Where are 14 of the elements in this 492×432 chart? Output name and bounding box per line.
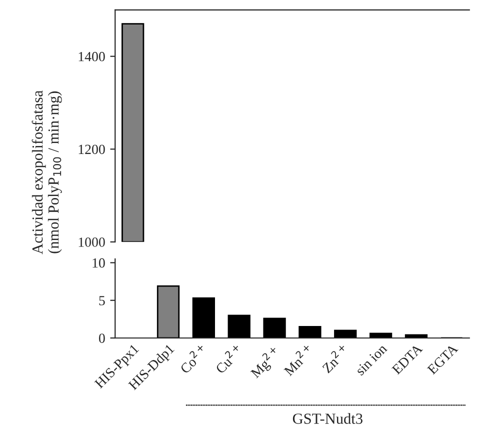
x-tick-label: Cu$^{2+}$ [212,343,244,374]
y-tick-label: 1200 [78,144,105,154]
y-tick-label: 10 [92,258,105,268]
y-tick-label: 1000 [78,238,105,247]
y-tick-label: 1400 [78,52,105,62]
y-tick-label: 5 [99,296,105,306]
x-tick-label: Co$^{2+}$ [177,343,208,374]
text: GST-Nudt3 [292,413,362,424]
x-tick-label: Mg$^{2+}$ [248,345,284,380]
y-tick-label: 0 [98,334,105,343]
x-tick-label: sin ion [355,343,388,376]
x-tick-label: Zn$^{2+}$ [320,343,350,374]
x-tick-label: Mn$^{2+}$ [281,343,314,376]
y-axis-title: Actividad exopolifosfatasa (nmol PolyP$_{100}$ / min·mg) [32,90,62,254]
